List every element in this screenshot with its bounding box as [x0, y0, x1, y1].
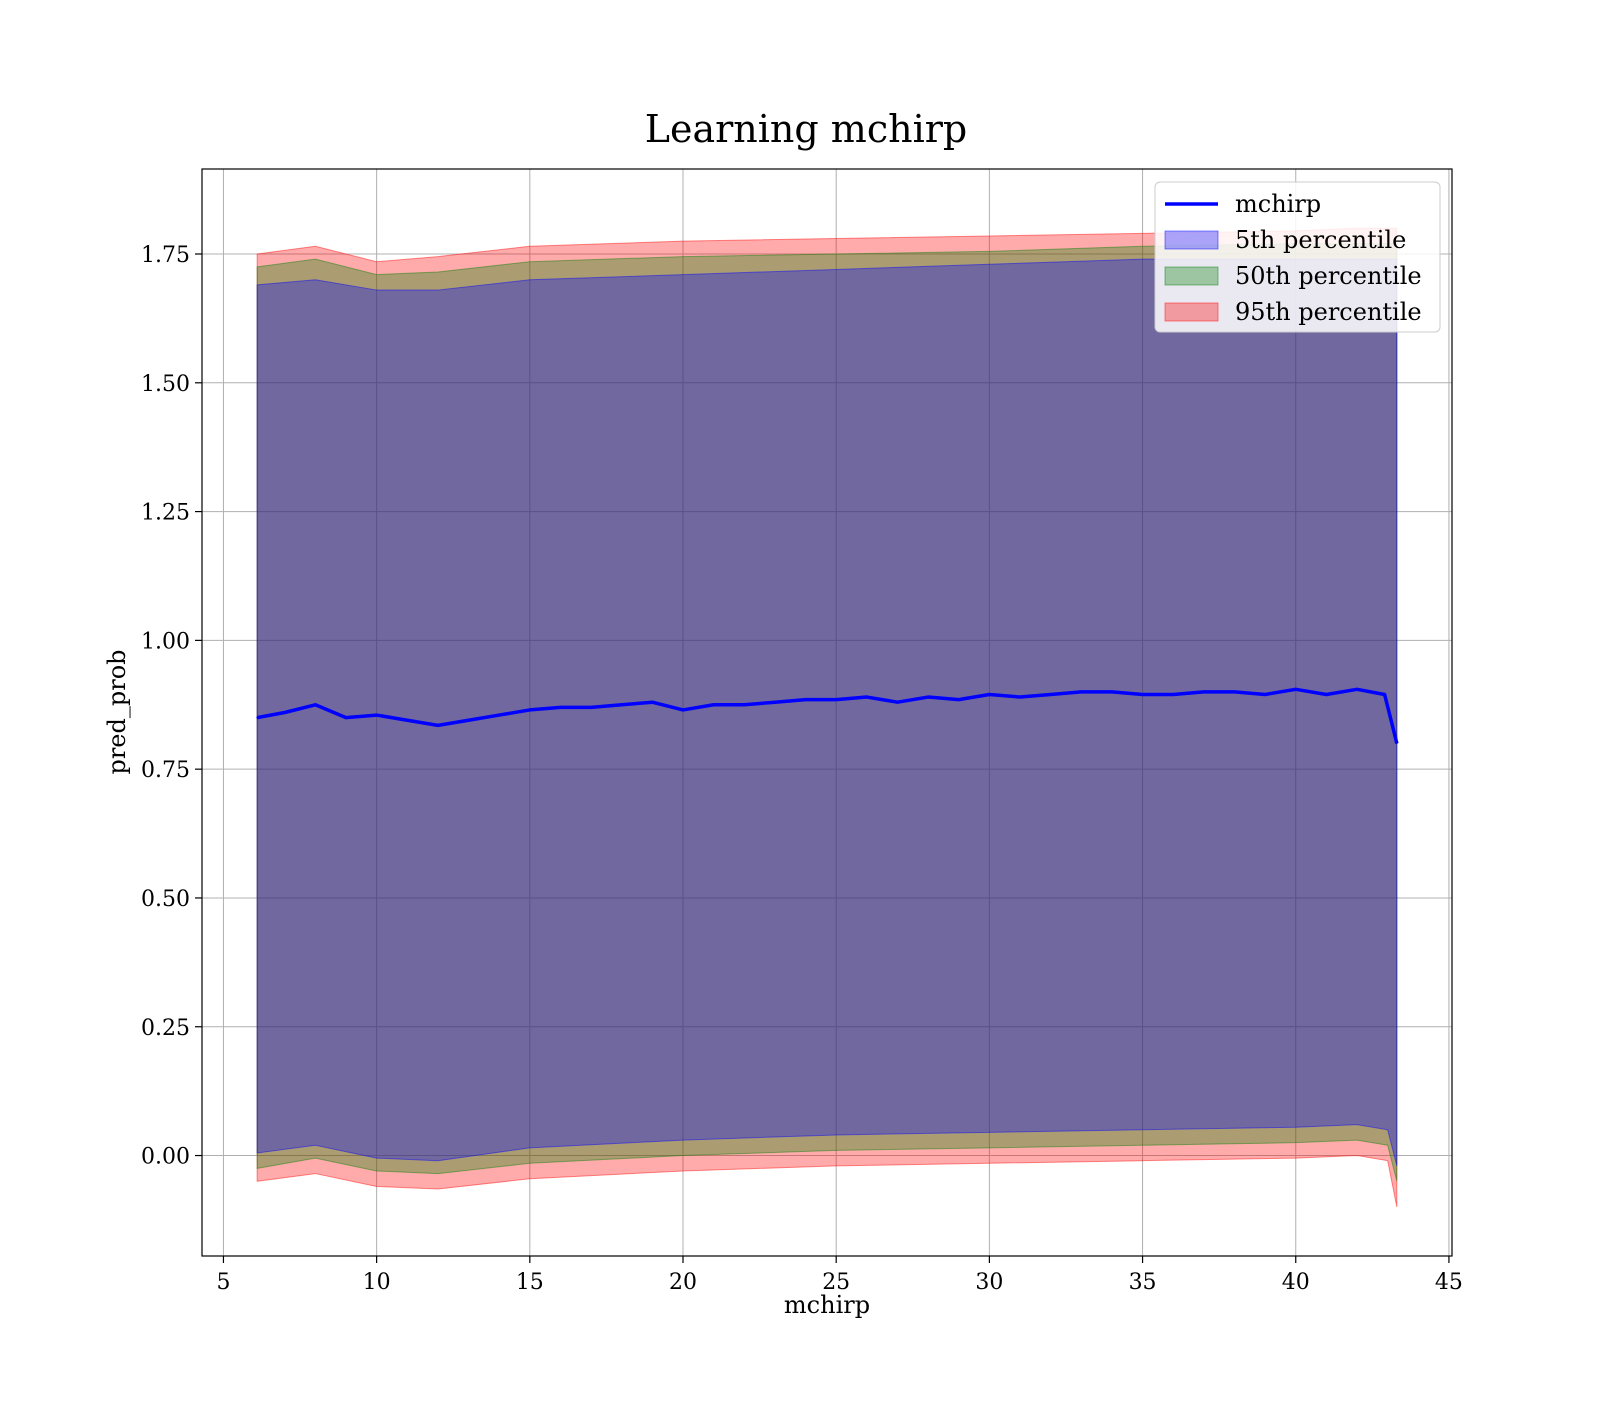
data-point: [774, 701, 776, 703]
data-point: [1111, 691, 1113, 693]
x-tick-label: 30: [975, 1270, 1003, 1295]
data-point: [957, 698, 960, 701]
data-point: [712, 703, 715, 706]
data-point: [620, 703, 623, 706]
x-tick-label: 45: [1435, 1270, 1463, 1295]
legend-swatch-band: [1164, 230, 1219, 250]
data-point: [590, 706, 592, 709]
data-point: [1325, 693, 1328, 696]
grid-layer: [202, 169, 1452, 1256]
legend-label: 50th percentile: [1235, 262, 1422, 290]
chart-title: Learning mchirp: [645, 107, 967, 151]
plot-frame: [201, 168, 1453, 1257]
data-point: [988, 693, 991, 696]
x-tick-label: 5: [216, 1270, 230, 1295]
y-tick-label: 1.50: [141, 372, 190, 397]
data-point: [1141, 693, 1144, 696]
data-point: [314, 703, 317, 706]
band-layer: [256, 227, 1398, 1208]
data-point: [651, 701, 654, 703]
data-point: [804, 698, 807, 701]
y-tick-label: 0.25: [141, 1016, 190, 1041]
data-point: [498, 714, 500, 716]
data-point: [375, 714, 378, 716]
data-point: [345, 716, 347, 719]
data-point: [1233, 691, 1236, 693]
data-point: [1203, 691, 1205, 693]
band-50th-percentile: [256, 243, 1398, 1182]
data-point: [1396, 742, 1398, 745]
legend-label: 95th percentile: [1235, 298, 1422, 326]
data-point: [896, 701, 899, 703]
data-point: [1294, 688, 1297, 691]
data-point: [1080, 691, 1083, 693]
legend-label: 5th percentile: [1235, 226, 1406, 254]
data-point: [283, 711, 286, 714]
data-point: [835, 698, 837, 701]
x-tick-label: 15: [516, 1270, 544, 1295]
line-layer: [256, 687, 1399, 745]
y-tick-label: 1.00: [141, 629, 190, 654]
legend-swatch-band: [1164, 266, 1219, 286]
data-point: [1383, 693, 1386, 696]
y-tick-label: 1.25: [141, 501, 190, 526]
band-5th-percentile: [256, 258, 1398, 1166]
data-point: [1264, 693, 1266, 696]
data-point: [743, 703, 746, 706]
x-tick-label: 20: [669, 1270, 697, 1295]
x-tick-label: 10: [363, 1270, 391, 1295]
x-axis-label: mchirp: [784, 1291, 870, 1319]
data-point: [682, 709, 684, 711]
legend-swatch-band: [1164, 302, 1219, 322]
data-point: [1049, 693, 1052, 696]
y-tick-label: 0.50: [141, 887, 190, 912]
data-point: [256, 716, 258, 719]
data-point: [559, 706, 562, 709]
x-tick-label: 35: [1129, 1270, 1157, 1295]
legend-box: [1154, 181, 1441, 333]
band-95th-percentile: [256, 227, 1398, 1208]
tick-layer: 5 10 15 20 25 30 35 40 45 0.00 0.25 0.50 0.75 1.00 1.2…: [141, 243, 1463, 1295]
y-tick-label: 1.75: [141, 243, 190, 268]
data-point: [529, 709, 531, 711]
x-tick-label: 40: [1282, 1270, 1310, 1295]
y-tick-label: 0.00: [141, 1145, 190, 1170]
data-point: [1356, 688, 1358, 691]
x-tick-label: 25: [822, 1270, 850, 1295]
data-point: [1172, 693, 1175, 696]
legend: mchirp 5th percentile 50th percentile 95th …: [1154, 181, 1441, 333]
y-axis-label: pred_prob: [103, 649, 131, 774]
data-point: [927, 696, 929, 698]
y-tick-label: 0.75: [141, 758, 190, 783]
data-point: [467, 719, 470, 722]
data-point: [1019, 696, 1021, 698]
data-point: [866, 696, 868, 698]
legend-label: mchirp: [1235, 190, 1321, 218]
data-point: [406, 719, 409, 722]
data-point: [437, 724, 439, 727]
